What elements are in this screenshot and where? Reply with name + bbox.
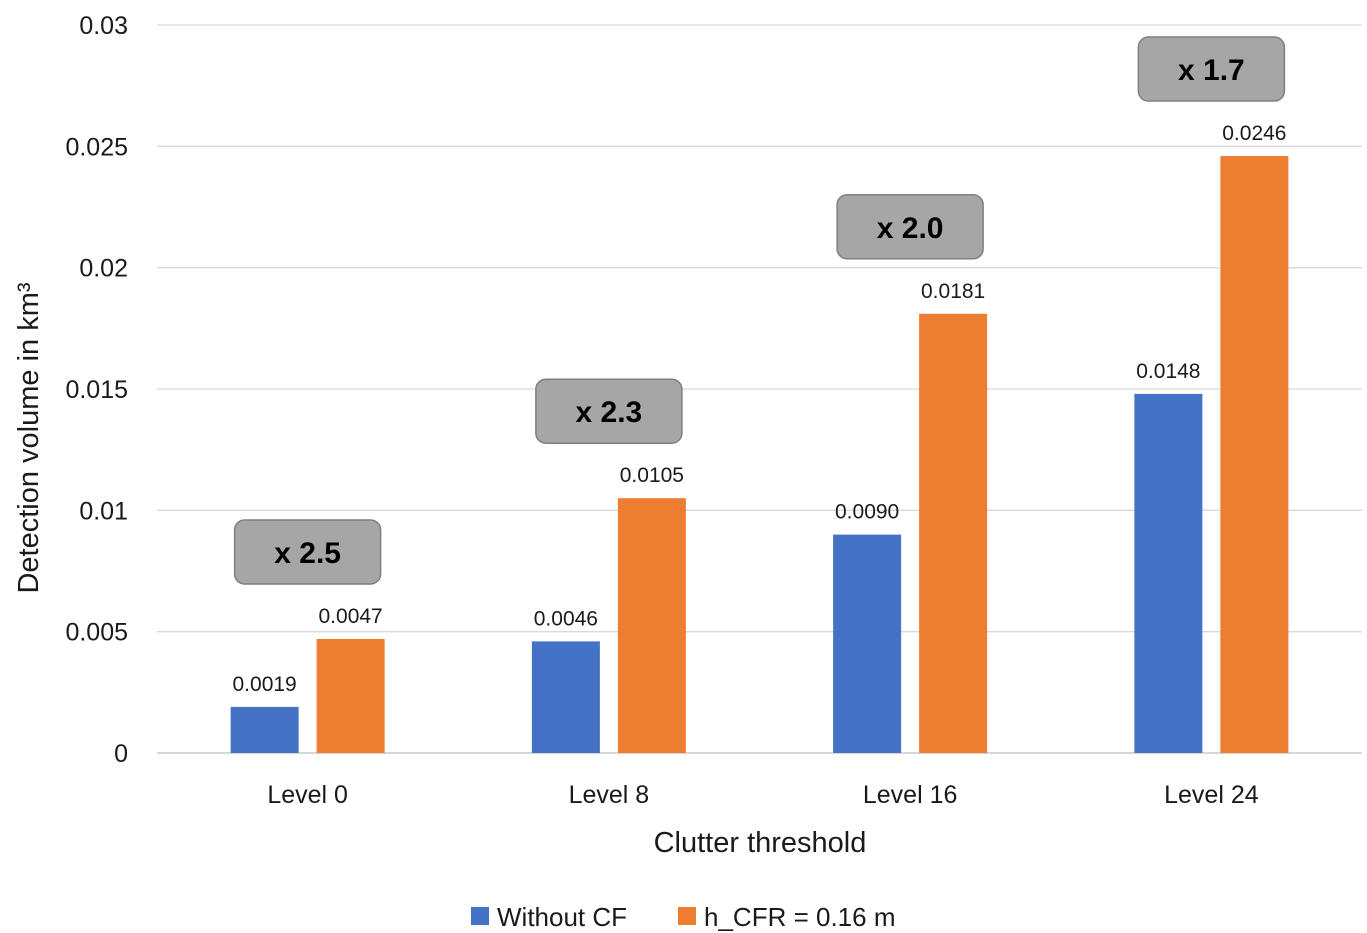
y-tick-label: 0.025: [65, 133, 128, 161]
y-axis-ticks: 0 0.005 0.01 0.015 0.02 0.025 0.03: [65, 12, 128, 768]
bar-without-cf: [230, 706, 299, 753]
data-label: 0.0019: [233, 673, 297, 696]
bar-without-cf: [531, 641, 600, 753]
x-axis-title: Clutter threshold: [654, 827, 867, 859]
legend: Without CF h_CFR = 0.16 m: [471, 902, 895, 932]
data-label: 0.0105: [620, 464, 684, 487]
ratio-box: [836, 194, 984, 260]
x-category-label: Level 16: [863, 781, 958, 809]
ratio-annotation: x 2.5: [233, 519, 382, 585]
gridlines: [157, 24, 1362, 754]
y-tick-label: 0.02: [79, 255, 128, 283]
y-tick-label: 0.005: [65, 619, 128, 647]
legend-label-without-cf: Without CF: [497, 902, 627, 932]
bar-without-cf: [833, 534, 902, 753]
ratio-annotations: x 2.5 x 2.3 x 2.0 x 1.7: [233, 36, 1286, 585]
y-axis-title: Detection volume in km³: [13, 282, 45, 593]
ratio-annotation: x 2.3: [535, 378, 683, 444]
bar-without-cf: [1134, 393, 1203, 753]
bar-h-cfr: [1220, 156, 1289, 754]
data-label: 0.0246: [1222, 122, 1286, 145]
x-axis-categories: Level 0 Level 8 Level 16 Level 24: [267, 781, 1258, 809]
ratio-text: x 1.7: [1178, 54, 1245, 87]
ratio-box: [233, 519, 382, 585]
ratio-text: x 2.5: [274, 537, 341, 570]
data-labels: 0.0019 0.0047 0.0046 0.0105 0.0090 0.0181 0.01…: [233, 122, 1287, 696]
ratio-text: x 2.0: [877, 212, 944, 245]
x-category-label: Level 0: [267, 781, 348, 809]
y-tick-label: 0.01: [79, 497, 128, 525]
ratio-box: [535, 378, 683, 444]
data-label: 0.0046: [534, 607, 598, 630]
ratio-box: [1137, 36, 1286, 102]
x-category-label: Level 24: [1164, 781, 1259, 809]
data-label: 0.0090: [835, 501, 899, 524]
legend-swatch-h-cfr: [678, 907, 696, 925]
data-label: 0.0047: [319, 605, 383, 628]
bar-h-cfr: [316, 638, 385, 753]
ratio-annotation: x 2.0: [836, 194, 984, 260]
legend-swatch-without-cf: [471, 907, 489, 925]
data-label: 0.0181: [921, 280, 985, 303]
y-tick-label: 0: [114, 740, 128, 768]
legend-label-h-cfr: h_CFR = 0.16 m: [704, 902, 895, 932]
ratio-annotation: x 1.7: [1137, 36, 1286, 102]
y-tick-label: 0.03: [79, 12, 128, 40]
y-tick-label: 0.015: [65, 376, 128, 404]
bar-h-cfr: [919, 313, 988, 753]
ratio-text: x 2.3: [576, 396, 643, 429]
bars: [230, 156, 1289, 754]
bar-h-cfr: [617, 498, 686, 753]
data-label: 0.0148: [1136, 360, 1200, 383]
x-category-label: Level 8: [569, 781, 650, 809]
